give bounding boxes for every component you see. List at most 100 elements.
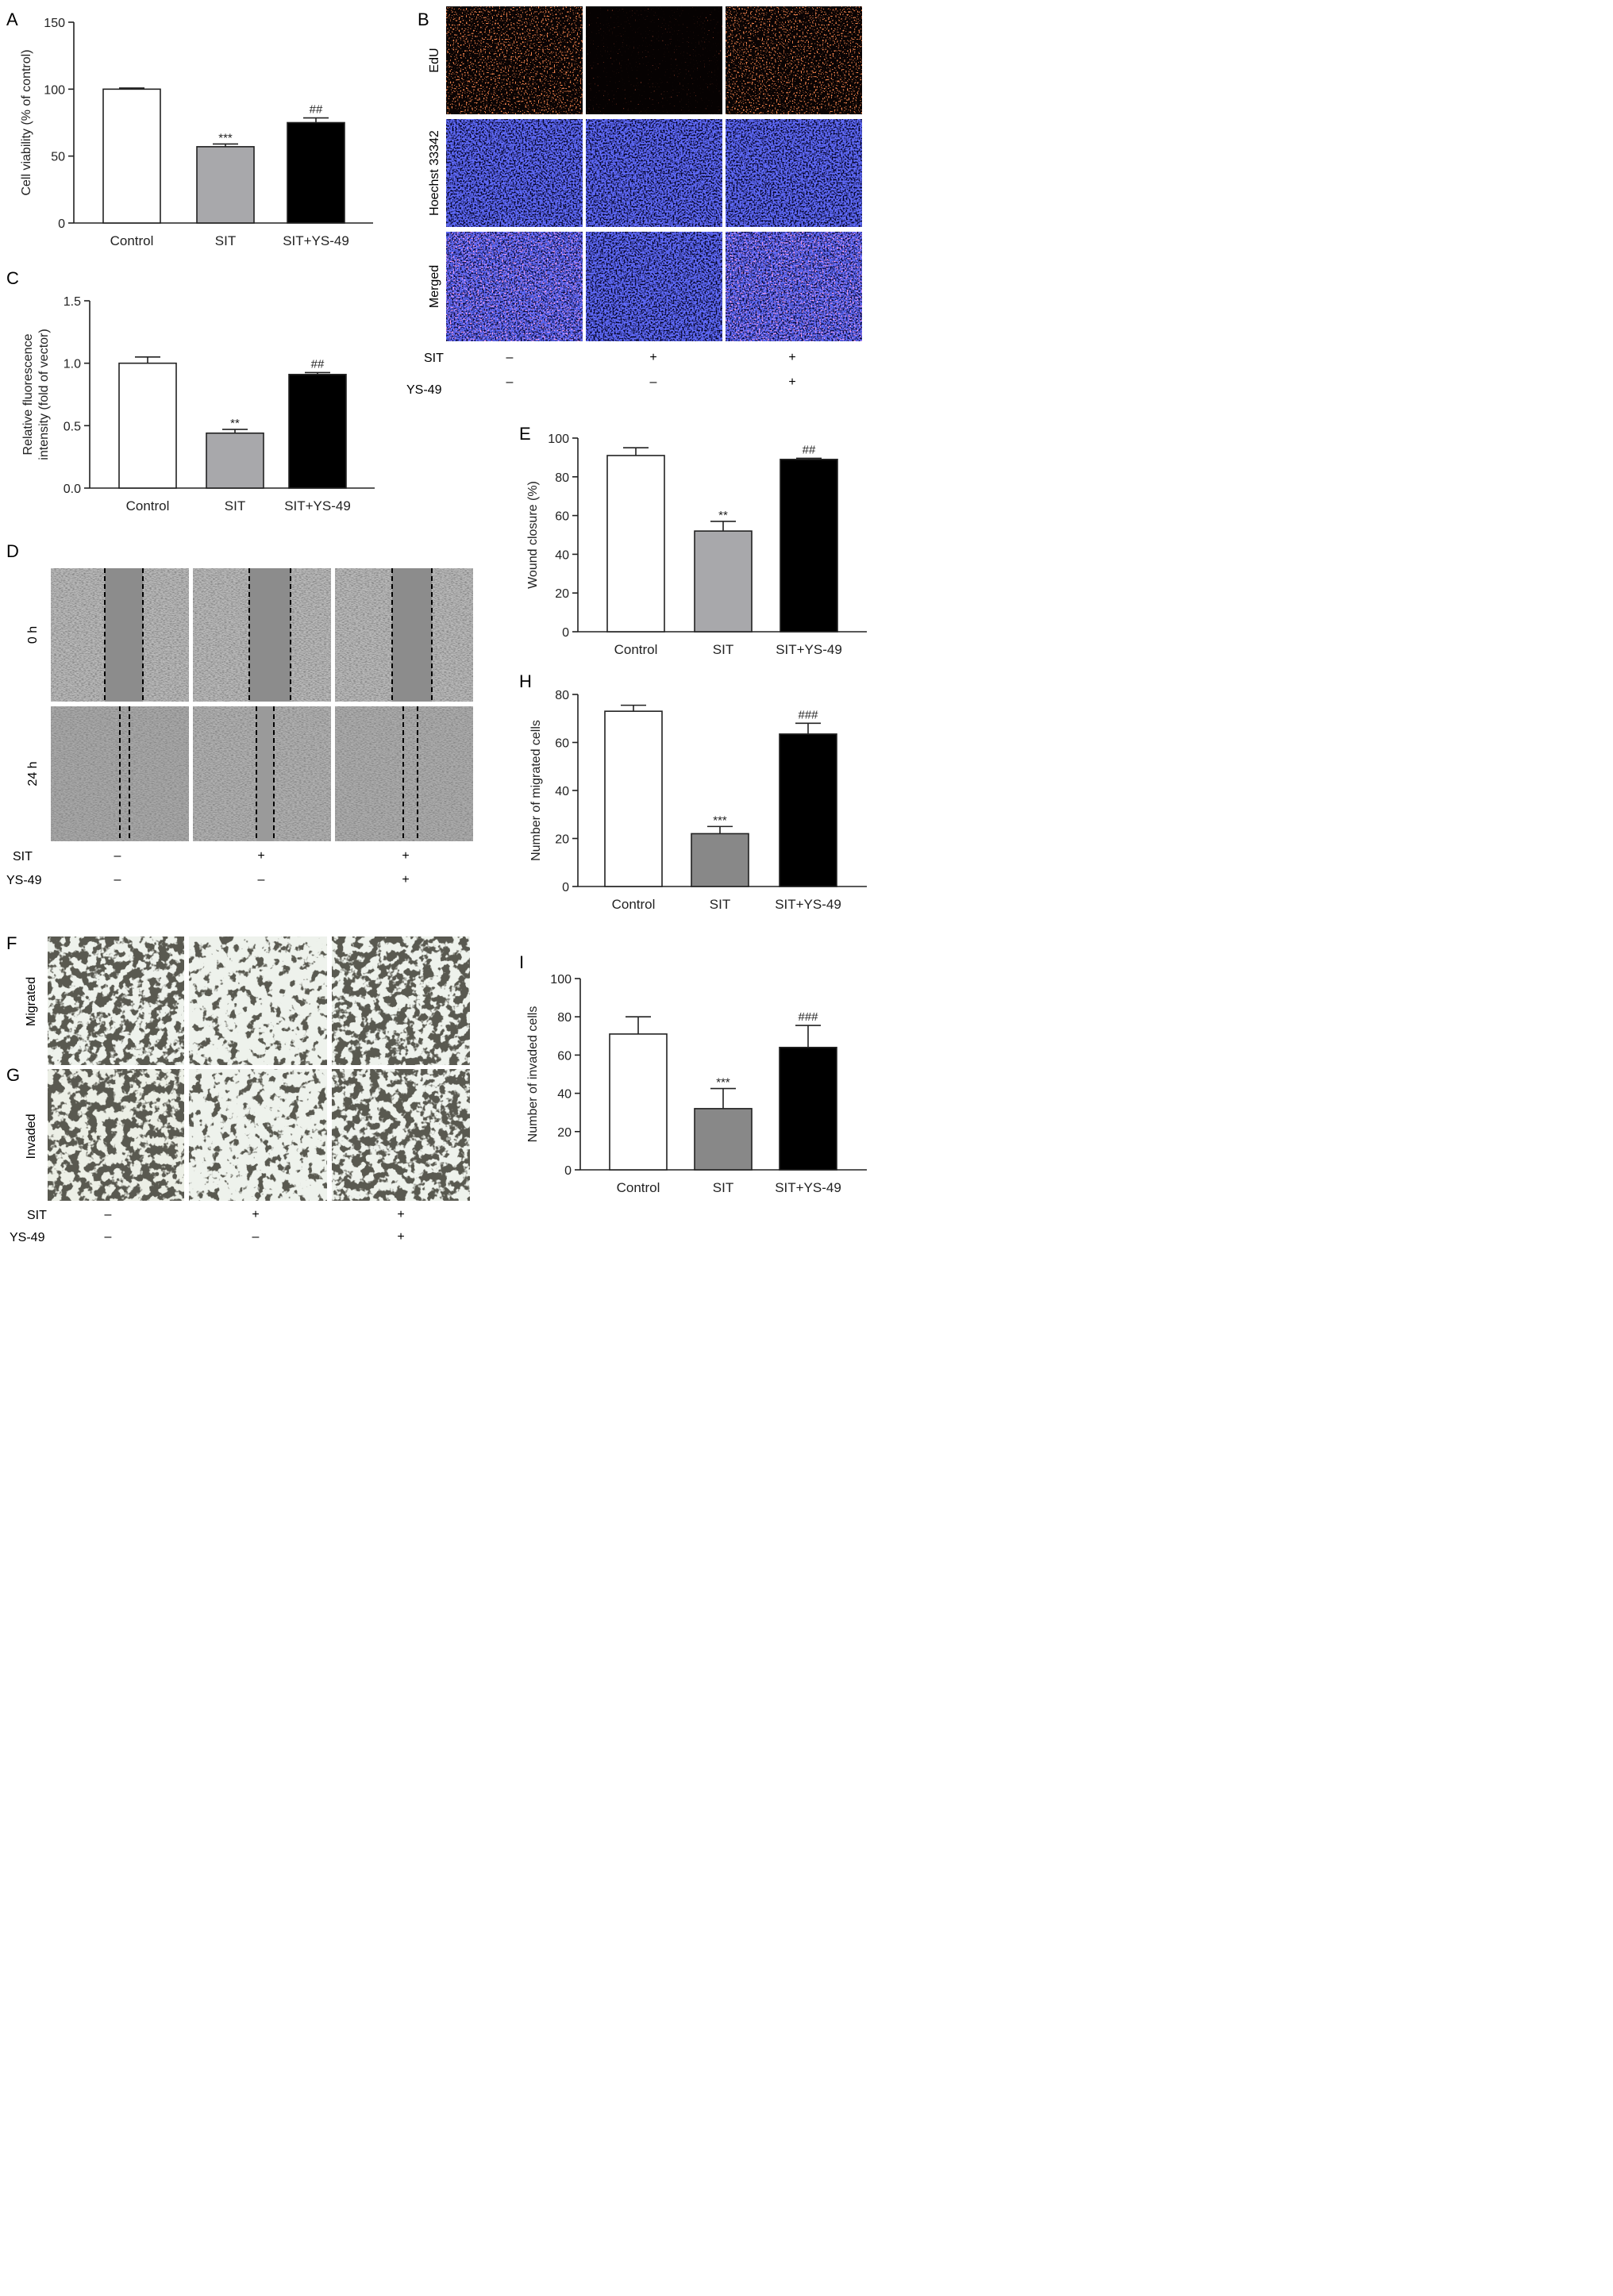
chart-c-relative-fluorescence: 0.0 0.5 1.0 1.5 Control ** SIT ## SIT+YS-49 Relat… [21,295,375,513]
y-axis-title: Number of invaded cells [526,1006,540,1143]
wound-24h-sit-ys49 [335,706,473,841]
y-axis-title: Cell viability (% of control) [20,49,33,195]
y-tick-label: 60 [557,1049,572,1063]
x-tick-label: SIT+YS-49 [775,1180,841,1195]
x-tick-label: Control [612,897,656,912]
sign-fg-sit-3: + [397,1208,404,1221]
panel-letter-c: C [6,268,19,288]
bar-sit-ys-49 [287,121,345,224]
y-tick-label: 1.5 [64,295,81,309]
panel-letter-h: H [519,671,532,691]
panel-d-wound-images: 0 h 24 h SIT YS-49 – + + – – + [6,568,473,887]
sign-d-sit-2: + [257,849,264,863]
bar-control [606,455,665,633]
wound-0h-sit-ys49 [335,568,473,702]
bar-sit [694,1108,753,1171]
y-tick-label: 1.0 [64,358,81,371]
significance-marker: ## [803,443,816,456]
significance-marker: ## [311,357,325,371]
x-tick-label: Control [126,498,170,513]
sign-b-sit-2: + [649,351,656,364]
significance-marker: *** [716,1076,730,1090]
bar-control [609,1033,668,1171]
bar-sit [691,833,749,887]
bar-sit-ys-49 [779,733,837,887]
invaded-image-control [48,1069,184,1201]
treatment-label-sit-b: SIT [424,352,444,365]
sign-fg-sit-2: + [252,1208,259,1221]
chart-a-cell-viability: 0 50 100 150 Control *** SIT ## SIT+YS-49 Cell vi… [20,17,373,248]
panel-letter-d: D [6,541,19,561]
panel-letter-a: A [6,10,18,29]
figure-canvas: A B C D E F G H I 0 50 100 150 Control *** SIT… [6,6,867,1244]
panel-letter-g: G [6,1065,20,1085]
treatment-label-sit-fg: SIT [27,1209,47,1222]
x-tick-label: Control [110,233,154,248]
x-tick-label: Control [617,1180,660,1195]
sign-fg-sit-1: – [105,1208,112,1221]
y-tick-label: 80 [557,1011,572,1025]
y-tick-label: 40 [555,548,569,562]
sign-d-sit-3: + [402,849,409,863]
x-tick-label: SIT+YS-49 [775,897,841,912]
sign-b-sit-3: + [788,351,795,364]
sign-d-sit-1: – [114,849,121,863]
wound-0h-sit [193,568,331,702]
significance-marker: ### [798,1010,818,1024]
wound-24h-sit [193,706,331,841]
y-tick-label: 0 [562,881,569,894]
wound-0h-control [51,568,189,702]
wound-24h-control [51,706,189,841]
sign-fg-ys49-1: – [105,1230,112,1244]
sign-b-sit-1: – [506,351,514,364]
x-tick-label: SIT [713,642,733,657]
y-tick-label: 0.5 [64,420,81,433]
bar-control [118,362,177,489]
y-tick-label: 20 [557,1126,572,1140]
y-tick-label: 0 [564,1164,572,1178]
invaded-image-sit-ys49 [332,1069,470,1201]
bar-sit [196,146,255,224]
y-tick-label: 50 [51,151,65,164]
y-tick-label: 80 [555,471,569,485]
bar-control [102,88,161,224]
merged-image-control [446,232,583,341]
significance-marker: *** [713,813,727,827]
merged-image-sit-ys49 [726,232,862,341]
sign-b-ys49-1: – [506,375,514,389]
y-tick-label: 20 [555,833,569,847]
sign-fg-ys49-2: – [252,1230,260,1244]
bar-sit [206,432,264,489]
x-tick-label: Control [614,642,658,657]
migrated-image-sit-ys49 [332,936,470,1065]
x-tick-label: SIT [225,498,245,513]
panel-b-micrographs: EdU Hoechst 33342 Merged SIT YS-49 – + +… [406,6,862,397]
x-tick-label: SIT [713,1180,733,1195]
panel-letter-b: B [418,10,429,29]
significance-marker: *** [218,131,233,144]
invaded-image-sit [189,1069,327,1201]
row-label-24h: 24 h [26,761,40,786]
y-tick-label: 0.0 [64,483,81,496]
y-tick-label: 20 [555,587,569,601]
sign-d-ys49-3: + [402,873,409,886]
bar-sit-ys-49 [288,374,347,489]
y-axis-title: Relative fluorescence [21,333,35,455]
chart-i-invaded-cells: 0 20 40 60 80 100 Control *** SIT ### SIT+YS-49 Num… [526,973,867,1195]
y-tick-label: 100 [548,433,569,446]
bar-sit-ys-49 [779,1046,837,1171]
sign-b-ys49-2: – [650,375,657,389]
chart-e-wound-closure: 0 20 40 60 80 100 Control ** SIT ## SIT+YS-49 Wound… [526,433,867,657]
y-tick-label: 40 [557,1088,572,1102]
treatment-label-ys49-b: YS-49 [406,383,442,397]
row-label-edu: EdU [428,48,441,72]
panel-letter-i: I [519,952,524,972]
x-tick-label: SIT+YS-49 [776,642,842,657]
bar-control [604,710,663,887]
panel-fg-transwell-images: Migrated Invaded SIT YS-49 – + + – – + [10,936,470,1244]
row-label-migrated: Migrated [25,977,38,1026]
y-tick-label: 100 [44,83,65,97]
y-tick-label: 0 [562,626,569,640]
y-tick-label: 60 [555,737,569,751]
migrated-image-sit [189,936,327,1065]
